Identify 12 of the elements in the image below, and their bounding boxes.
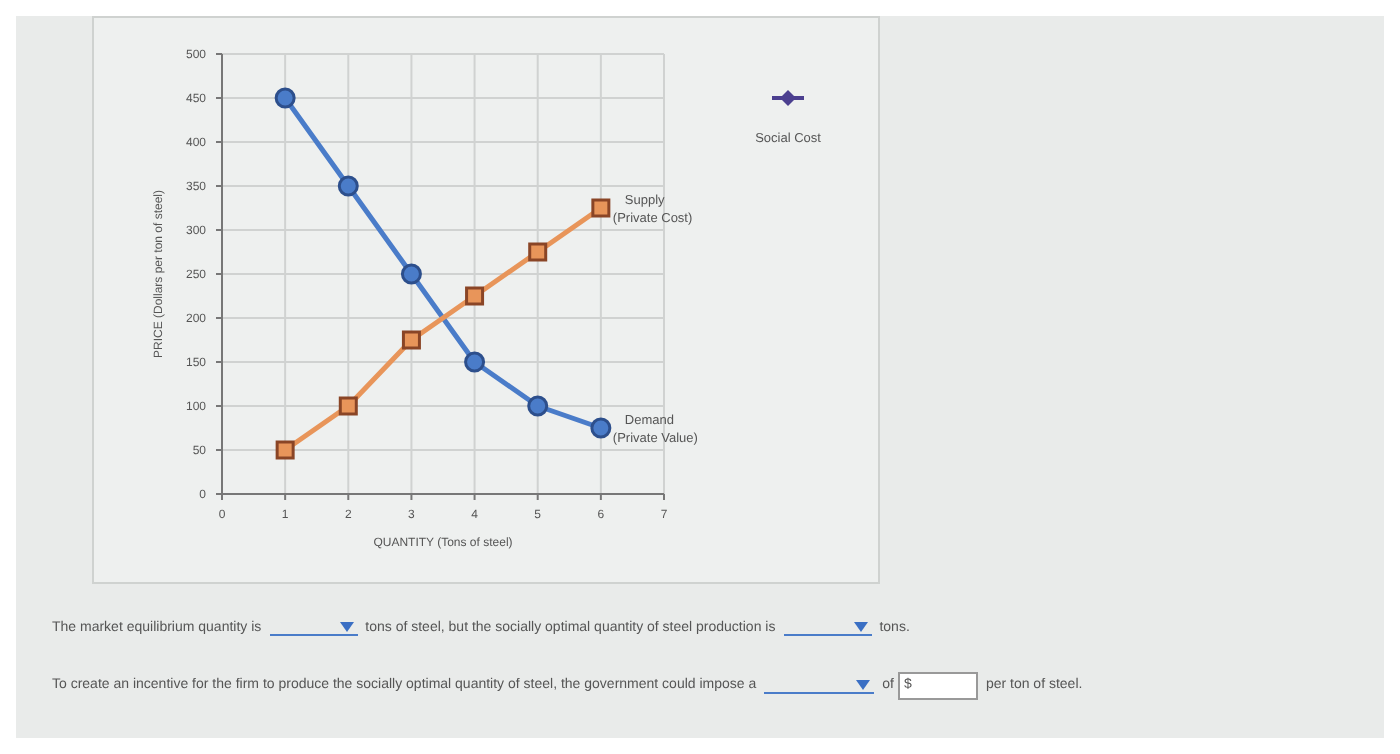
point (275, 440, 295, 460)
point (465, 286, 485, 306)
point (400, 263, 422, 285)
point (527, 395, 549, 417)
point (338, 396, 358, 416)
point (590, 417, 612, 439)
point (528, 242, 548, 262)
point (274, 87, 296, 109)
point (401, 330, 421, 350)
point (464, 351, 486, 373)
point (591, 198, 611, 218)
point (337, 175, 359, 197)
